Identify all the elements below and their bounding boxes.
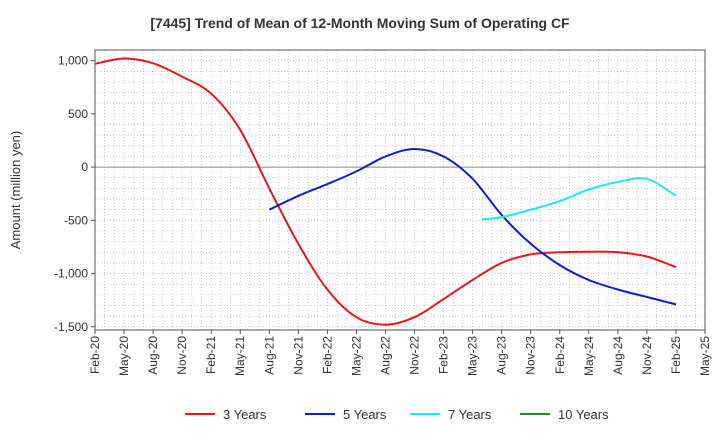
x-tick-label: Aug-22 <box>378 336 392 375</box>
legend: 3 Years 5 Years 7 Years 10 Years <box>185 407 609 422</box>
x-tick-label: Nov-20 <box>175 336 189 375</box>
x-tick-label: May-22 <box>349 336 363 376</box>
legend-label-5-years: 5 Years <box>343 407 387 422</box>
x-tick-label: Aug-23 <box>495 336 509 375</box>
x-tick-label: May-25 <box>698 336 712 376</box>
x-tick-label: May-20 <box>117 336 131 376</box>
x-tick-label: Feb-25 <box>669 336 683 374</box>
y-tick-label: -1,000 <box>54 267 88 281</box>
series-line-5-years <box>268 148 677 306</box>
y-tick-label: -500 <box>64 213 88 227</box>
series-lines <box>94 57 677 326</box>
series-line-3-years <box>94 57 677 326</box>
axes <box>91 49 706 334</box>
chart-title: [7445] Trend of Mean of 12-Month Moving … <box>150 15 570 31</box>
x-tick-label: Nov-22 <box>408 336 422 375</box>
x-tick-label: Feb-22 <box>320 336 334 374</box>
legend-label-10-years: 10 Years <box>558 407 609 422</box>
x-tick-label: Aug-21 <box>262 336 276 375</box>
y-tick-label: -1,500 <box>54 320 88 334</box>
x-tick-label: Feb-20 <box>88 336 102 374</box>
x-tick-label: Feb-21 <box>204 336 218 374</box>
x-tick-label: Feb-24 <box>553 336 567 374</box>
x-tick-label: Feb-23 <box>437 336 451 374</box>
x-tick-label: Aug-20 <box>146 336 160 375</box>
legend-label-7-years: 7 Years <box>448 407 492 422</box>
x-tick-label: Nov-21 <box>291 336 305 375</box>
x-tick-label: May-21 <box>233 336 247 376</box>
y-tick-label: 1,000 <box>58 54 88 68</box>
y-axis-label: Amount (million yen) <box>8 131 23 250</box>
x-tick-label: Nov-24 <box>640 336 654 375</box>
x-tick-label: Aug-24 <box>611 336 625 375</box>
legend-label-3-years: 3 Years <box>223 407 267 422</box>
x-tick-label: Nov-23 <box>524 336 538 375</box>
series-line-7-years <box>482 177 677 221</box>
x-tick-label: May-23 <box>466 336 480 376</box>
x-tick-label: May-24 <box>582 336 596 376</box>
plot-frame <box>94 49 706 331</box>
y-tick-label: 500 <box>68 107 88 121</box>
y-tick-label: 0 <box>81 160 88 174</box>
